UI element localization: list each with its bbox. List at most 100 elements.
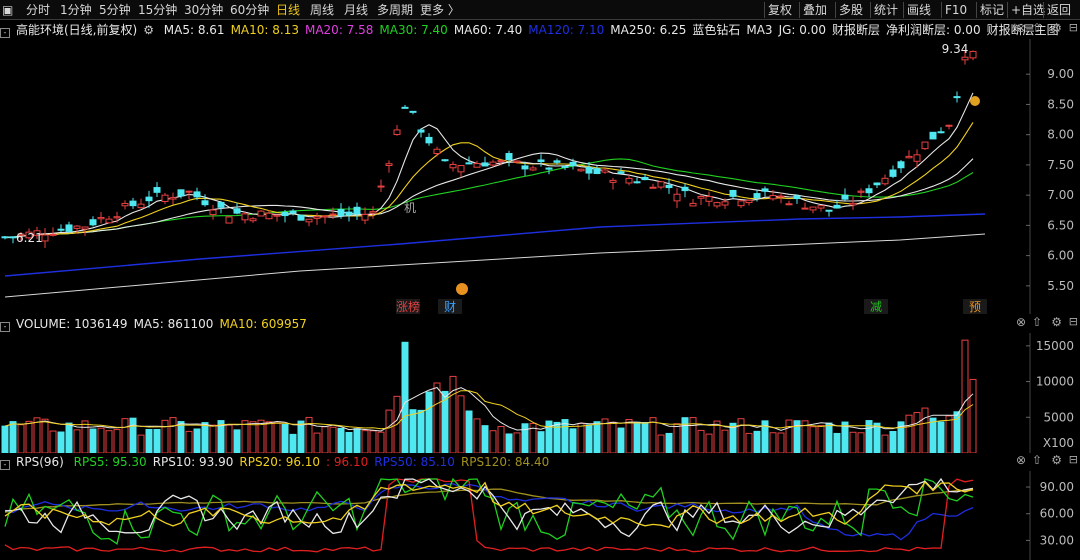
close-icon[interactable]: ⊗ bbox=[1015, 21, 1026, 35]
candle-body bbox=[145, 196, 153, 202]
gear-icon-right[interactable]: ⚙ bbox=[1051, 315, 1062, 329]
volume-bar bbox=[897, 421, 905, 453]
volume-bar bbox=[209, 424, 217, 453]
ma120-line bbox=[4, 213, 986, 277]
collapse-icon-right[interactable]: ⊟ bbox=[1068, 21, 1078, 34]
rps-chart[interactable]: 90.00 60.00 30.00 bbox=[0, 471, 1080, 560]
ma-legend-3: MA30: 7.40 bbox=[379, 23, 448, 37]
volume-bar bbox=[377, 431, 385, 453]
candle-body bbox=[257, 210, 265, 217]
toolbar-separator bbox=[870, 2, 871, 18]
candle-body bbox=[161, 194, 169, 202]
gear-icon-right[interactable]: ⚙ bbox=[1051, 453, 1062, 467]
volume-bar bbox=[769, 432, 777, 453]
volume-bar bbox=[881, 434, 889, 453]
toolbar-item-7[interactable]: 日线 bbox=[276, 3, 301, 17]
candle-body bbox=[441, 159, 449, 162]
volume-bar bbox=[721, 429, 729, 453]
event-marker-3: 预 bbox=[969, 300, 981, 314]
toolbar-right-item-0[interactable]: 复权 bbox=[768, 3, 793, 17]
candle-body bbox=[569, 161, 577, 167]
ma-legend-9: JG: 0.00 bbox=[778, 23, 826, 37]
volume-bar bbox=[849, 431, 857, 453]
candle-body bbox=[561, 165, 569, 168]
rps-title: RPS(96) bbox=[16, 455, 64, 469]
collapse-icon-right[interactable]: ⊟ bbox=[1068, 315, 1078, 328]
volume-bar bbox=[673, 423, 681, 453]
toolbar-item-5[interactable]: 30分钟 bbox=[184, 3, 224, 17]
volume-bar bbox=[105, 430, 113, 453]
toolbar-right-item-6[interactable]: 标记 bbox=[980, 3, 1005, 17]
rps-legend-1: RPS10: 93.90 bbox=[152, 455, 234, 469]
candle-body bbox=[1, 236, 9, 239]
arrow-up-icon[interactable]: ⇧ bbox=[1031, 453, 1042, 467]
ma60-line bbox=[4, 152, 974, 239]
candle-body bbox=[633, 181, 641, 184]
candle-body bbox=[105, 218, 113, 224]
toolbar-right-item-3[interactable]: 统计 bbox=[874, 3, 899, 17]
volume-bar bbox=[433, 382, 441, 453]
arrow-up-icon[interactable]: ⇧ bbox=[1031, 315, 1042, 329]
candle-body bbox=[121, 202, 129, 207]
collapse-icon[interactable]: - bbox=[0, 28, 10, 38]
candle-body bbox=[17, 233, 25, 236]
candle-body bbox=[593, 168, 601, 175]
volume-bar bbox=[329, 426, 337, 453]
y-label-5: 6.50 bbox=[1047, 218, 1074, 232]
candle-body bbox=[713, 202, 721, 207]
toolbar-right-item-4[interactable]: 画线 bbox=[907, 3, 932, 17]
toolbar-item-4[interactable]: 15分钟 bbox=[138, 3, 178, 17]
vol-unit: X100 bbox=[1043, 436, 1074, 450]
close-icon[interactable]: ⊗ bbox=[1015, 315, 1026, 329]
collapse-icon[interactable]: - bbox=[0, 322, 10, 332]
candle-body bbox=[841, 194, 849, 200]
candle-body bbox=[329, 213, 337, 216]
volume-bar bbox=[369, 430, 377, 453]
collapse-icon[interactable]: - bbox=[0, 460, 10, 470]
volume-chart[interactable]: 15000 10000 5000 X100 bbox=[0, 333, 1080, 453]
price-chart[interactable]: 9.00 8.50 8.00 7.50 7.00 6.50 6.00 5.50 9.34 6.21… bbox=[0, 39, 1080, 314]
candle-body bbox=[489, 161, 497, 166]
volume-bar bbox=[41, 418, 49, 453]
candle-body bbox=[785, 203, 793, 206]
volume-bar bbox=[177, 421, 185, 453]
candle-body bbox=[865, 188, 873, 194]
candle-body bbox=[705, 196, 713, 202]
toolbar-item-9[interactable]: 月线 bbox=[344, 3, 369, 17]
rps-legend-0: RPS5: 95.30 bbox=[73, 455, 147, 469]
volume-bar bbox=[937, 421, 945, 453]
toolbar-item-1[interactable]: 分时 bbox=[26, 3, 51, 17]
gear-icon-right[interactable]: ⚙ bbox=[1051, 21, 1062, 35]
volume-bar bbox=[81, 420, 89, 453]
collapse-icon-right[interactable]: ⊟ bbox=[1068, 453, 1078, 466]
toolbar-item-11[interactable]: 更多 〉 bbox=[420, 3, 460, 17]
candle-body bbox=[881, 177, 889, 185]
toolbar-right-item-7[interactable]: +自选 bbox=[1011, 3, 1046, 17]
toolbar-item-6[interactable]: 60分钟 bbox=[230, 3, 270, 17]
toolbar-right-item-5[interactable]: F10 bbox=[945, 3, 968, 17]
candle-body bbox=[505, 153, 513, 160]
toolbar-right-item-1[interactable]: 叠加 bbox=[803, 3, 828, 17]
ma-legend-4: MA60: 7.40 bbox=[453, 23, 523, 37]
candle-body bbox=[681, 186, 689, 192]
toolbar-item-8[interactable]: 周线 bbox=[310, 3, 335, 17]
candle-body bbox=[521, 165, 529, 170]
event-marker-1: 财 bbox=[444, 300, 456, 314]
toolbar-item-0[interactable]: ▣ bbox=[2, 3, 14, 17]
toolbar-right-item-8[interactable]: 返回 bbox=[1047, 3, 1072, 17]
toolbar-item-10[interactable]: 多周期 bbox=[377, 3, 414, 17]
gear-icon[interactable]: ⚙ bbox=[143, 23, 154, 37]
volume-bar bbox=[33, 417, 41, 453]
volume-bar bbox=[625, 419, 633, 453]
ma-legend-6: MA250: 6.25 bbox=[610, 23, 687, 37]
volume-bar bbox=[305, 416, 313, 453]
arrow-up-icon[interactable]: ⇧ bbox=[1031, 21, 1042, 35]
toolbar-right-item-2[interactable]: 多股 bbox=[839, 3, 864, 17]
volume-ma5: MA5: 861100 bbox=[133, 317, 214, 331]
close-icon[interactable]: ⊗ bbox=[1015, 453, 1026, 467]
volume-bar bbox=[49, 430, 57, 453]
volume-bar bbox=[873, 422, 881, 453]
toolbar-item-3[interactable]: 5分钟 bbox=[99, 3, 131, 17]
toolbar-item-2[interactable]: 1分钟 bbox=[60, 3, 92, 17]
volume-bar bbox=[817, 425, 825, 453]
